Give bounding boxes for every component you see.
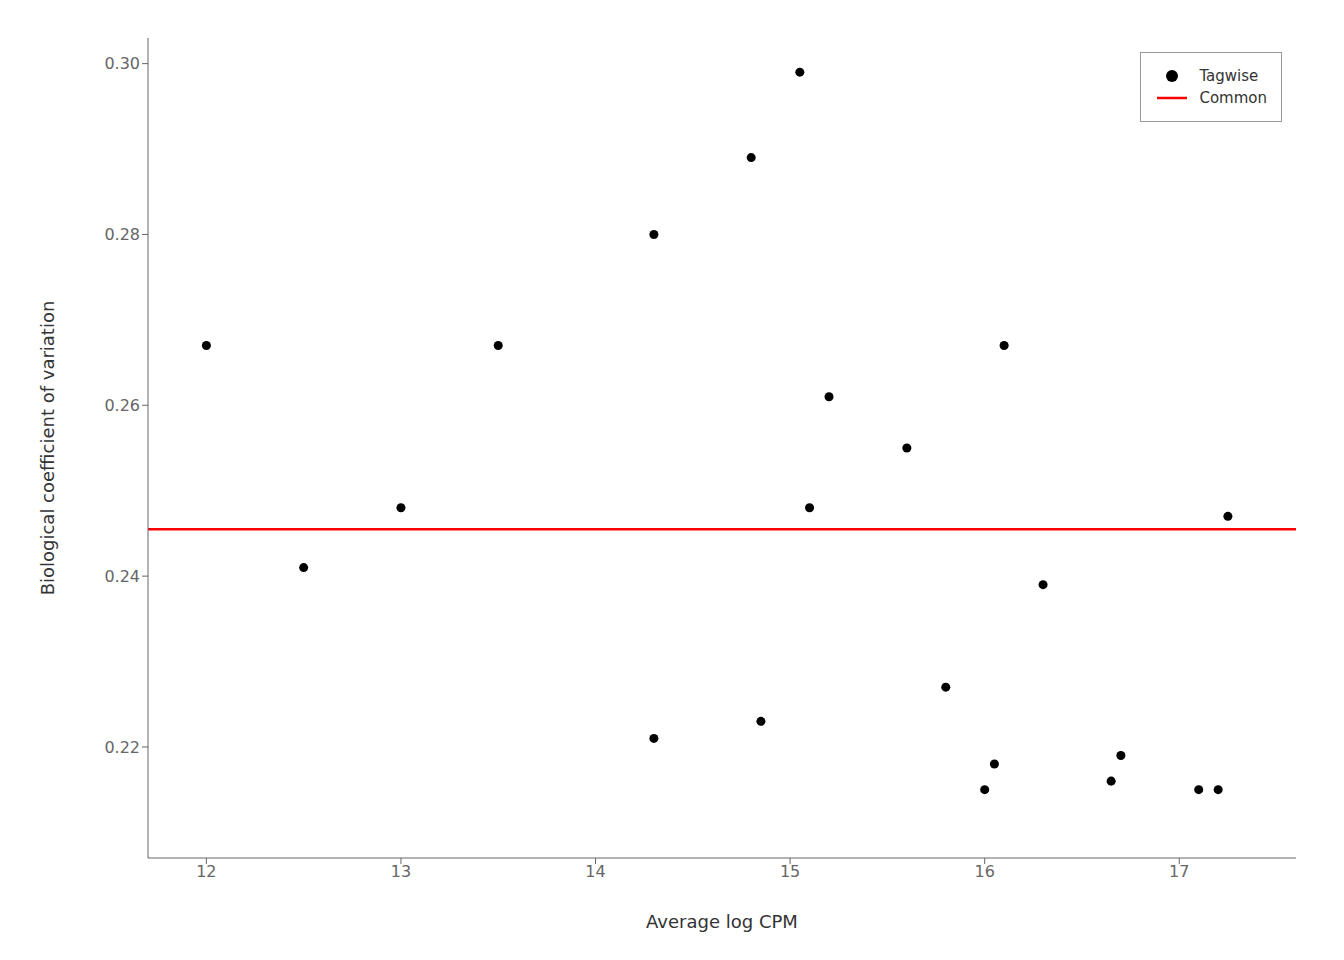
svg-text:14: 14 [585,862,605,881]
svg-text:0.26: 0.26 [104,396,140,415]
svg-text:12: 12 [196,862,216,881]
svg-text:0.30: 0.30 [104,54,140,73]
svg-text:16: 16 [974,862,994,881]
html-text:Common: Common [1199,89,1267,107]
svg-text:0.28: 0.28 [104,225,140,244]
svg-text:Biological coefficient of vari: Biological coefficient of variation [37,301,58,596]
svg-text:Average log CPM: Average log CPM [646,911,798,932]
svg-text:0.24: 0.24 [104,567,140,586]
svg-text:13: 13 [391,862,411,881]
html-text:Tagwise: Tagwise [1199,67,1259,85]
svg-text:15: 15 [780,862,800,881]
svg-text:0.22: 0.22 [104,738,140,757]
svg-text:17: 17 [1169,862,1189,881]
